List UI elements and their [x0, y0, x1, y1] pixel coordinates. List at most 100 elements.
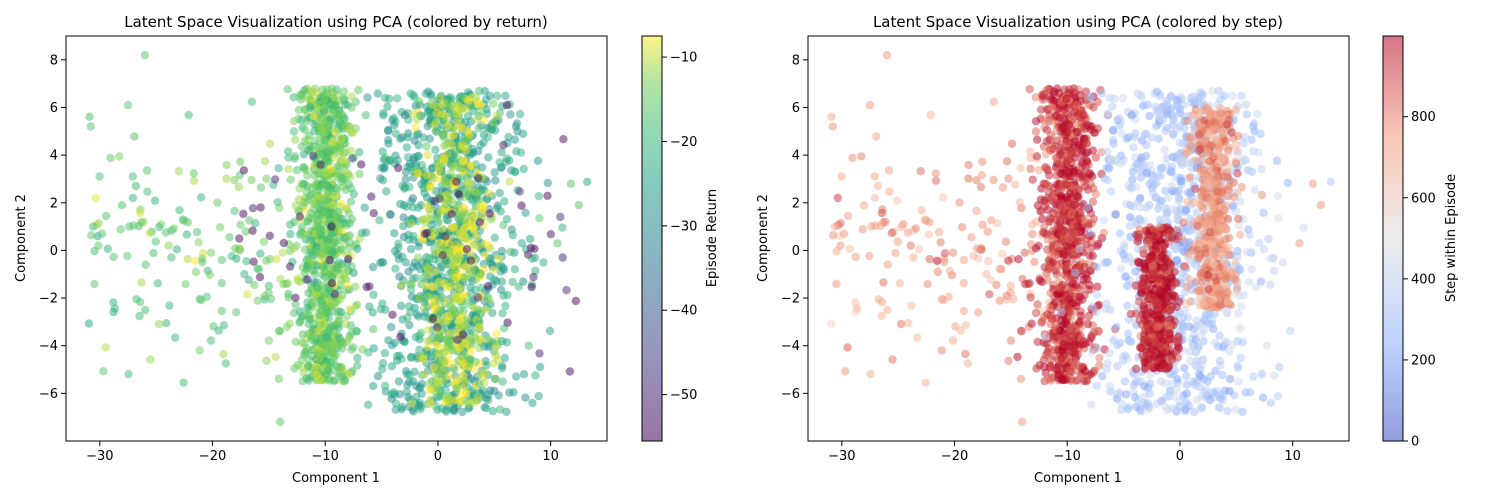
- scatter-point: [189, 169, 198, 178]
- scatter-point: [469, 240, 479, 249]
- scatter-point: [140, 50, 150, 60]
- scatter-point: [330, 328, 339, 337]
- scatter-point: [408, 399, 417, 408]
- scatter-point: [1006, 281, 1015, 291]
- scatter-point: [1228, 340, 1238, 349]
- scatter-point: [441, 112, 451, 121]
- scatter-point: [412, 381, 421, 391]
- scatter-point: [488, 118, 498, 128]
- scatter-point: [475, 188, 485, 198]
- scatter-point: [379, 164, 389, 173]
- scatter-point: [361, 111, 370, 120]
- scatter-point: [884, 166, 894, 175]
- scatter-point: [304, 288, 313, 298]
- scatter-point: [1004, 356, 1013, 365]
- scatter-point: [316, 211, 325, 220]
- scatter-point: [284, 164, 293, 174]
- scatter-point: [325, 374, 334, 383]
- scatter-point: [408, 263, 417, 272]
- scatter-point: [469, 226, 478, 235]
- scatter-point: [293, 360, 302, 370]
- scatter-point: [275, 326, 284, 336]
- scatter-point: [1058, 113, 1068, 122]
- scatter-point: [283, 147, 293, 156]
- scatter-point: [248, 204, 258, 213]
- scatter-point: [495, 188, 504, 198]
- scatter-point: [265, 139, 275, 148]
- scatter-point: [454, 283, 463, 293]
- scatter-point: [474, 335, 483, 345]
- scatter-point: [924, 230, 933, 239]
- scatter-point: [1095, 353, 1104, 363]
- scatter-point: [411, 166, 421, 176]
- scatter-point: [316, 375, 325, 384]
- colorbar-tick-label: −10: [670, 51, 697, 66]
- scatter-point: [1084, 228, 1094, 237]
- scatter-point: [408, 109, 418, 118]
- scatter-point: [442, 260, 451, 269]
- scatter-point: [467, 326, 476, 335]
- scatter-point: [393, 250, 402, 259]
- scatter-point: [1082, 377, 1091, 386]
- scatter-point: [286, 175, 295, 184]
- scatter-point: [1113, 362, 1122, 371]
- scatter-point: [402, 143, 411, 152]
- scatter-point: [1073, 127, 1082, 137]
- scatter-point: [342, 221, 351, 230]
- scatter-point: [566, 179, 576, 188]
- scatter-point: [1108, 102, 1117, 111]
- scatter-point: [1068, 287, 1077, 296]
- scatter-point: [192, 227, 202, 237]
- scatter-point: [1045, 303, 1054, 313]
- scatter-point: [411, 273, 420, 283]
- scatter-point: [525, 234, 535, 244]
- scatter-point: [1040, 89, 1049, 99]
- scatter-point: [149, 248, 158, 258]
- scatter-point: [323, 308, 333, 317]
- scatter-point: [101, 343, 110, 352]
- scatter-point: [1080, 262, 1089, 272]
- scatter-point: [1150, 180, 1159, 189]
- scatter-point: [939, 295, 948, 305]
- scatter-point: [1275, 362, 1284, 372]
- scatter-point: [986, 275, 995, 284]
- scatter-point: [1087, 125, 1096, 134]
- scatter-point: [1065, 85, 1074, 94]
- scatter-point: [1044, 374, 1053, 383]
- scatter-point: [404, 392, 413, 402]
- scatter-point: [300, 339, 309, 348]
- scatter-point: [347, 262, 356, 271]
- scatter-point: [1054, 88, 1064, 98]
- scatter-point: [892, 196, 902, 205]
- scatter-point: [1032, 152, 1042, 161]
- scatter-point: [455, 316, 464, 325]
- scatter-point: [457, 352, 466, 361]
- scatter-point: [1075, 172, 1084, 182]
- scatter-point: [388, 310, 397, 319]
- scatter-point: [397, 301, 406, 310]
- scatter-point: [1204, 319, 1213, 328]
- scatter-point: [330, 301, 339, 311]
- scatter-point: [1228, 91, 1237, 101]
- scatter-point: [214, 326, 223, 335]
- y-tick-label: 2: [50, 196, 58, 211]
- scatter-point: [499, 263, 508, 273]
- scatter-point: [1118, 94, 1128, 103]
- scatter-point: [338, 262, 347, 272]
- scatter-point: [1040, 229, 1049, 238]
- scatter-point: [1092, 381, 1102, 391]
- scatter-point: [528, 398, 537, 408]
- scatter-point: [1035, 360, 1044, 370]
- scatter-point: [308, 250, 318, 260]
- scatter-point: [443, 97, 452, 107]
- scatter-point: [512, 372, 521, 381]
- scatter-point: [433, 280, 442, 289]
- scatter-point: [519, 370, 529, 379]
- scatter-point: [1156, 377, 1166, 386]
- scatter-point: [417, 161, 427, 170]
- scatter-point: [323, 189, 333, 198]
- scatter-point: [444, 372, 454, 381]
- scatter-point: [876, 221, 885, 231]
- scatter-point: [1326, 177, 1336, 186]
- scatter-point: [1190, 407, 1199, 417]
